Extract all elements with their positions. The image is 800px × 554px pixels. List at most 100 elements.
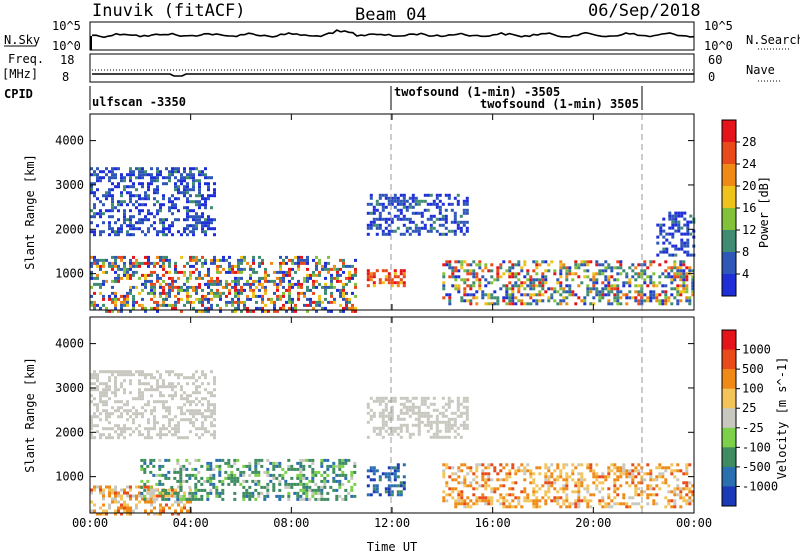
power-echo-cell bbox=[508, 266, 512, 270]
velocity-echo-cell bbox=[423, 402, 427, 406]
power-echo-cell bbox=[171, 279, 174, 283]
velocity-echo-cell bbox=[619, 469, 623, 473]
power-echo-cell bbox=[267, 273, 270, 277]
power-echo-cell bbox=[216, 288, 219, 292]
velocity-echo-cell bbox=[673, 469, 677, 473]
power-echo-cell bbox=[183, 282, 186, 286]
power-echo-cell bbox=[261, 309, 264, 313]
power-echo-cell bbox=[306, 258, 309, 262]
velocity-echo-cell bbox=[189, 409, 192, 413]
velocity-echo-cell bbox=[266, 494, 270, 498]
power-echo-cell bbox=[658, 281, 662, 285]
power-echo-cell bbox=[159, 258, 162, 262]
power-echo-cell bbox=[405, 205, 409, 209]
power-echo-cell bbox=[294, 261, 297, 265]
velocity-echo-cell bbox=[165, 494, 168, 498]
power-echo-cell bbox=[547, 263, 551, 267]
velocity-echo-cell bbox=[472, 502, 476, 506]
velocity-echo-cell bbox=[171, 397, 174, 401]
power-echo-cell bbox=[156, 188, 159, 192]
power-echo-cell bbox=[90, 285, 93, 289]
power-echo-cell bbox=[144, 273, 147, 277]
power-echo-cell bbox=[90, 294, 93, 298]
velocity-echo-cell bbox=[538, 466, 542, 470]
power-echo-cell bbox=[117, 227, 120, 231]
power-echo-cell bbox=[123, 215, 126, 219]
power-echo-cell bbox=[345, 291, 348, 295]
velocity-echo-cell bbox=[138, 370, 141, 374]
power-echo-cell bbox=[258, 294, 261, 298]
power-echo-cell bbox=[90, 276, 93, 280]
velocity-y-tick-label: 1000 bbox=[55, 470, 84, 484]
power-echo-cell bbox=[514, 272, 518, 276]
velocity-echo-cell bbox=[195, 418, 198, 422]
power-echo-cell bbox=[162, 230, 165, 234]
velocity-echo-cell bbox=[465, 408, 469, 412]
velocity-echo-cell bbox=[490, 499, 494, 503]
velocity-echo-cell bbox=[147, 512, 150, 516]
velocity-echo-cell bbox=[251, 491, 255, 495]
velocity-echo-cell bbox=[658, 472, 662, 476]
velocity-echo-cell bbox=[159, 494, 162, 498]
power-echo-cell bbox=[138, 264, 141, 268]
velocity-echo-cell bbox=[156, 370, 159, 374]
velocity-echo-cell bbox=[162, 406, 165, 410]
velocity-echo-cell bbox=[96, 424, 99, 428]
power-y-axis-label: Slant Range [km] bbox=[23, 154, 37, 270]
velocity-echo-cell bbox=[447, 435, 451, 439]
velocity-echo-cell bbox=[153, 400, 156, 404]
power-echo-cell bbox=[562, 299, 566, 303]
power-echo-cell bbox=[99, 209, 102, 213]
velocity-echo-cell bbox=[194, 473, 198, 477]
velocity-echo-cell bbox=[102, 394, 105, 398]
velocity-echo-cell bbox=[227, 482, 231, 486]
velocity-echo-cell bbox=[159, 512, 162, 516]
power-echo-cell bbox=[685, 266, 689, 270]
velocity-echo-cell bbox=[463, 499, 467, 503]
velocity-echo-cell bbox=[432, 408, 436, 412]
power-echo-cell bbox=[294, 255, 297, 259]
power-echo-cell bbox=[541, 299, 545, 303]
velocity-echo-cell bbox=[390, 466, 394, 470]
velocity-echo-cell bbox=[402, 405, 406, 409]
power-echo-cell bbox=[625, 275, 629, 279]
power-echo-cell bbox=[165, 270, 168, 274]
velocity-echo-cell bbox=[138, 391, 141, 395]
power-echo-cell bbox=[162, 203, 165, 207]
power-echo-cell bbox=[129, 197, 132, 201]
velocity-echo-cell bbox=[688, 496, 692, 500]
velocity-echo-cell bbox=[384, 429, 388, 433]
power-echo-cell bbox=[198, 206, 201, 210]
power-echo-cell bbox=[390, 196, 394, 200]
velocity-echo-cell bbox=[171, 433, 174, 437]
power-echo-cell bbox=[231, 270, 234, 274]
power-echo-cell bbox=[150, 279, 153, 283]
velocity-echo-cell bbox=[429, 414, 433, 418]
power-echo-cell bbox=[132, 273, 135, 277]
power-echo-cell bbox=[183, 167, 186, 171]
velocity-echo-cell bbox=[126, 412, 129, 416]
power-echo-cell bbox=[369, 202, 373, 206]
power-echo-cell bbox=[234, 288, 237, 292]
velocity-echo-cell bbox=[417, 426, 421, 430]
power-echo-cell bbox=[192, 255, 195, 259]
power-echo-cell bbox=[108, 209, 111, 213]
power-echo-cell bbox=[565, 275, 569, 279]
power-echo-cell bbox=[399, 269, 403, 273]
power-echo-cell bbox=[396, 214, 400, 218]
velocity-echo-cell bbox=[153, 406, 156, 410]
power-echo-cell bbox=[682, 272, 686, 276]
power-colorbar-block bbox=[722, 164, 736, 187]
velocity-echo-cell bbox=[559, 475, 563, 479]
power-echo-cell bbox=[649, 278, 653, 282]
power-echo-cell bbox=[114, 221, 117, 225]
velocity-echo-cell bbox=[207, 382, 210, 386]
velocity-echo-cell bbox=[93, 509, 96, 513]
power-echo-cell bbox=[448, 299, 452, 303]
velocity-echo-cell bbox=[93, 403, 96, 407]
velocity-echo-cell bbox=[90, 500, 93, 504]
power-echo-cell bbox=[294, 282, 297, 286]
power-echo-cell bbox=[276, 288, 279, 292]
velocity-echo-cell bbox=[432, 396, 436, 400]
power-echo-cell bbox=[291, 300, 294, 304]
